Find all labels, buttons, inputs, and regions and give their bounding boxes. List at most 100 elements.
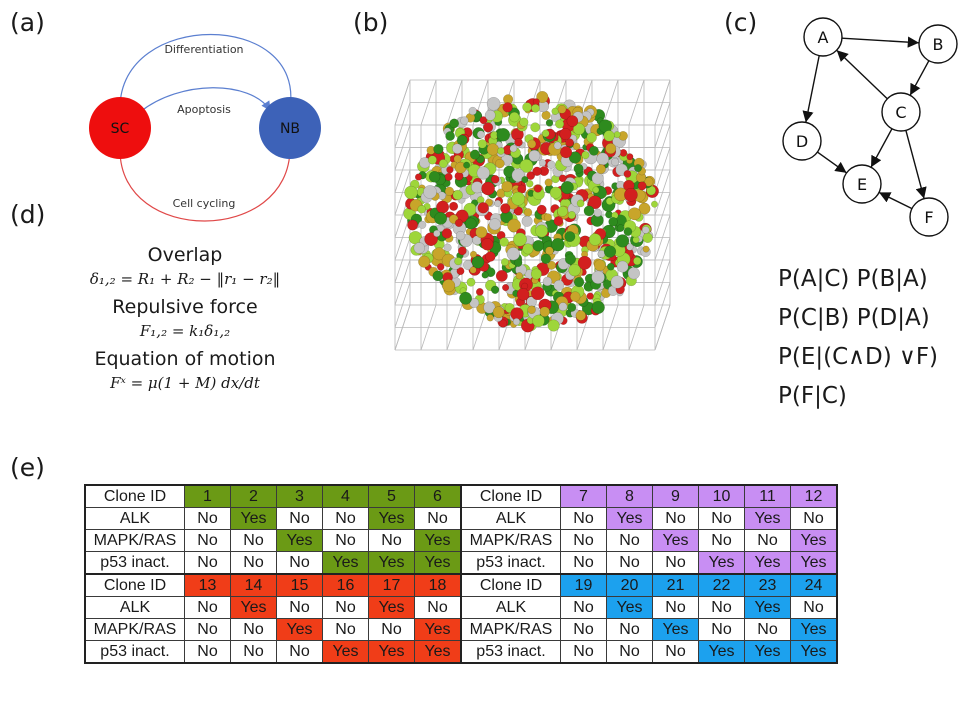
cell-sphere	[476, 130, 485, 139]
cell-sphere	[616, 224, 625, 232]
probability-line: P(C|B) P(D|A)	[778, 305, 930, 331]
cell-sphere	[438, 159, 448, 169]
cell-sphere	[495, 269, 508, 282]
cell-sphere	[486, 314, 494, 322]
grid-line	[420, 304, 437, 351]
cell-sphere	[469, 266, 477, 274]
clone-id-cell: 3	[276, 484, 323, 508]
cell-sphere	[568, 263, 581, 277]
cell-sphere	[521, 176, 529, 184]
node-label-C: C	[895, 103, 906, 122]
cell-sphere	[532, 98, 540, 106]
cell-sphere	[413, 242, 426, 254]
cell-sphere	[532, 314, 545, 328]
mutation-cell: No	[230, 551, 277, 575]
probability-line: P(E|(C∧D) ∨F)	[778, 344, 939, 370]
cell-sphere	[553, 279, 565, 291]
cell-sphere	[427, 155, 437, 165]
mutation-cell: No	[560, 507, 607, 530]
panel-label-e: (e)	[10, 453, 45, 482]
mutation-cell: Yes	[606, 596, 653, 619]
cell-sphere	[575, 310, 587, 321]
grid-line	[654, 79, 671, 126]
cell-sphere	[453, 154, 462, 163]
cell-sphere	[513, 232, 527, 247]
cell-sphere	[586, 132, 597, 143]
clone-id-cell: 11	[744, 484, 791, 508]
cell-sphere	[549, 186, 562, 199]
grid-line	[394, 124, 411, 171]
mutation-cell: No	[230, 529, 277, 552]
grid-line	[654, 102, 671, 148]
mutation-cell: No	[560, 529, 607, 552]
row-label: MAPK/RAS	[84, 618, 185, 641]
cell-sphere	[446, 166, 454, 174]
cell-sphere	[521, 215, 533, 227]
cell-sphere	[436, 200, 450, 214]
cell-sphere	[444, 186, 455, 196]
cell-sphere	[527, 139, 537, 149]
cell-sphere	[515, 272, 523, 280]
cell-sphere	[483, 301, 496, 314]
cell-sphere	[481, 238, 494, 251]
cell-sphere	[536, 90, 549, 104]
cell-sphere	[499, 319, 508, 328]
cell-sphere	[513, 206, 523, 216]
cell-sphere	[558, 174, 567, 183]
cell-sphere	[418, 220, 427, 229]
cell-sphere	[469, 298, 480, 308]
grid-line	[654, 192, 671, 238]
cell-sphere	[443, 243, 452, 252]
grid-line	[394, 169, 411, 216]
cell-sphere	[627, 267, 640, 280]
cell-sphere	[516, 287, 530, 301]
cell-cycling-label: Cell cycling	[173, 197, 236, 210]
grid-line	[394, 259, 411, 306]
cell-sphere	[651, 200, 658, 208]
cell-sphere	[454, 218, 463, 228]
repulsive-force-formula: F₁,₂ = k₁δ₁,₂	[139, 322, 231, 340]
cell-sphere	[545, 246, 554, 256]
cell-sphere	[463, 161, 471, 169]
mutation-cell: Yes	[322, 551, 369, 575]
cell-sphere	[404, 185, 418, 200]
cell-sphere	[572, 122, 586, 136]
cell-sphere	[522, 102, 532, 112]
cell-sphere	[588, 145, 599, 156]
equation-of-motion-title: Equation of motion	[94, 348, 276, 370]
cell-sphere	[531, 103, 540, 113]
mutation-cell: No	[560, 618, 607, 641]
cell-sphere	[414, 173, 423, 181]
table-row: Clone ID 13 14 15 16 17 18 Clone ID 19 20 21 22 23 24	[84, 573, 838, 597]
cell-sphere	[558, 302, 568, 312]
cell-sphere	[442, 279, 456, 293]
grid-line	[654, 169, 671, 216]
clone-id-cell: 13	[184, 573, 231, 597]
cell-sphere	[433, 229, 441, 238]
row-label: Clone ID	[84, 573, 185, 597]
clone-id-cell: 19	[560, 573, 607, 597]
mutation-cell: No	[414, 596, 462, 619]
cell-sphere	[486, 143, 500, 156]
cell-sphere	[557, 104, 567, 114]
mutation-cell: No	[606, 618, 653, 641]
clone-id-cell: 4	[322, 484, 369, 508]
simulation-cube	[394, 79, 671, 351]
mutation-cell: Yes	[744, 596, 791, 619]
mutation-cell: No	[790, 507, 838, 530]
cell-sphere	[603, 130, 615, 142]
cell-sphere	[481, 181, 495, 196]
equations-block: Overlap δ₁,₂ = R₁ + R₂ − ‖r₁ − r₂‖ Repul…	[30, 238, 340, 400]
mutation-cell: No	[322, 507, 369, 530]
cell-sphere	[535, 224, 549, 238]
row-label: ALK	[460, 507, 561, 530]
cell-sphere	[613, 131, 621, 139]
cell-sphere	[615, 234, 630, 248]
mutation-cell: Yes	[790, 618, 838, 641]
cell-sphere	[499, 237, 509, 247]
grid-line	[654, 282, 671, 328]
cell-sphere	[542, 276, 553, 287]
grid-line	[446, 79, 463, 126]
cell-sphere	[483, 122, 494, 133]
cell-sphere	[522, 243, 534, 255]
